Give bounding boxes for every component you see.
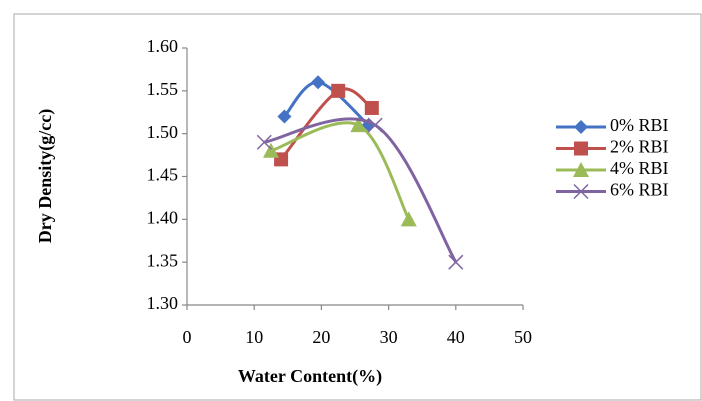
y-tick-label: 1.35 — [147, 250, 179, 270]
y-tick-label: 1.30 — [147, 293, 179, 313]
y-tick-label: 1.40 — [147, 207, 179, 227]
x-tick-label: 0 — [183, 327, 192, 347]
marker — [311, 75, 326, 90]
marker — [256, 134, 272, 150]
marker — [573, 162, 589, 177]
legend-label: 2% RBI — [610, 137, 669, 157]
x-axis-title: Water Content(%) — [238, 366, 382, 387]
marker — [573, 183, 589, 200]
marker — [277, 109, 292, 124]
marker — [364, 100, 379, 115]
marker — [367, 117, 383, 133]
legend-label: 4% RBI — [610, 158, 669, 178]
y-tick-label: 1.60 — [147, 36, 179, 56]
marker — [331, 83, 346, 98]
marker — [350, 117, 367, 133]
legend-label: 0% RBI — [610, 115, 669, 135]
marker — [400, 211, 417, 227]
y-tick-label: 1.45 — [147, 165, 179, 185]
y-tick-label: 1.55 — [147, 79, 179, 99]
marker — [263, 142, 279, 158]
chart-border — [13, 13, 702, 401]
y-tick-label: 1.50 — [147, 122, 179, 142]
legend-label: 6% RBI — [610, 180, 669, 200]
x-tick-label: 40 — [447, 327, 465, 347]
x-tick-label: 20 — [312, 327, 330, 347]
y-axis-title: Dry Density(g/cc) — [35, 109, 56, 243]
marker — [574, 120, 588, 134]
marker — [448, 254, 464, 270]
x-tick-label: 50 — [514, 327, 532, 347]
x-tick-label: 30 — [380, 327, 398, 347]
x-tick-label: 10 — [245, 327, 263, 347]
marker — [574, 141, 588, 156]
